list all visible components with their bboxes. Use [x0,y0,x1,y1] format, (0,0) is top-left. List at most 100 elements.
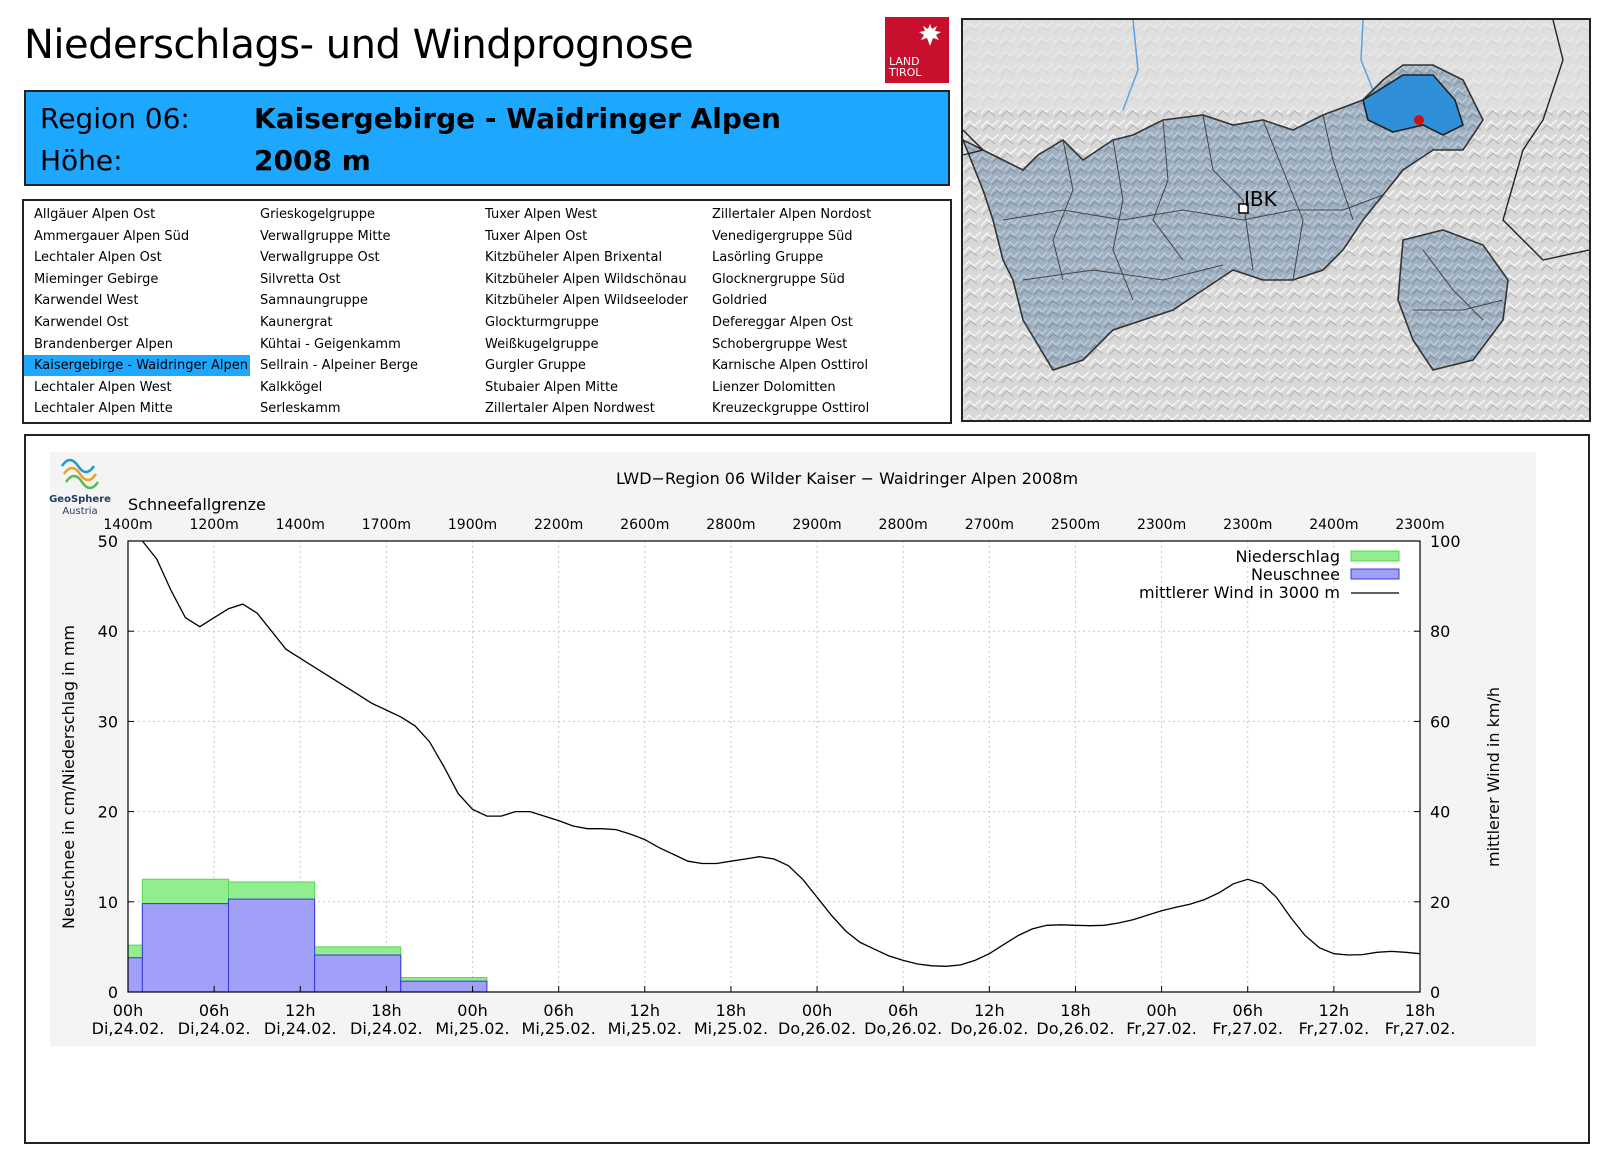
region-list-item[interactable]: Karwendel West [34,293,139,309]
x-tick-date: Di,24.02. [178,1019,251,1038]
region-list-item[interactable]: Tuxer Alpen Ost [485,228,588,244]
country-border-east [1502,20,1589,261]
selected-region-highlight[interactable] [1362,74,1464,136]
region-list-item[interactable]: Verwallgruppe Ost [260,250,380,266]
x-tick-time: 06h [1232,1001,1263,1020]
x-tick-time: 18h [1405,1001,1436,1020]
region-list-item[interactable]: Weißkugelgruppe [485,336,599,352]
snowline-labels: 1400m 1200m 1400m 1700m 1900m 2200m 2600m 2800m… [103,517,1444,533]
region-list-item[interactable]: Sellrain - Alpeiner Berge [260,358,418,374]
left-axis-label: Neuschnee in cm/Niederschlag in mm [59,625,78,929]
region-list-item[interactable]: Kaunergrat [260,315,333,330]
snowline-label: 1200m [189,517,238,533]
snowline-label: 2200m [534,517,583,533]
left-tick-label: 20 [98,803,118,822]
x-tick-date: Do,26.02. [1036,1019,1114,1038]
snowline-label: 2800m [879,517,928,533]
snowline-label: 1700m [362,517,411,533]
map-svg: IBK [963,20,1589,420]
x-tick-date: Fr,27.02. [1385,1019,1456,1038]
x-tick-time: 06h [543,1001,574,1020]
region-list-item[interactable]: Lechtaler Alpen Ost [34,250,162,266]
region-list-item[interactable]: Defereggar Alpen Ost [712,315,853,330]
wind-series-line [141,540,1421,967]
x-tick-time: 00h [802,1001,833,1020]
region-list-item[interactable]: Lechtaler Alpen Mitte [34,401,173,417]
x-tick-date: Do,26.02. [950,1019,1028,1038]
x-tick-time: 06h [888,1001,919,1020]
region-list-item[interactable]: Karwendel Ost [34,315,129,330]
chart-frame: GeoSphere Austria LWD−Region 06 Wilder K… [24,434,1590,1144]
legend-swatch [1350,568,1400,580]
snowline-title: Schneefallgrenze [128,495,266,514]
region-list-item[interactable]: Samnaungruppe [260,293,368,309]
region-list-item[interactable]: Kaisergebirge - Waidringer Alpen [24,355,250,377]
region-list-item[interactable]: Zillertaler Alpen Nordwest [485,401,655,417]
region-list-item[interactable]: Stubaier Alpen Mitte [485,379,619,395]
region-info-box: Region 06: Kaisergebirge - Waidringer Al… [24,90,950,186]
region-list-item[interactable]: Mieminger Gebirge [34,271,159,287]
region-list-item[interactable]: Silvretta Ost [260,271,341,287]
x-tick-time: 12h [285,1001,316,1020]
region-list-item[interactable]: Kühtai - Geigenkamm [260,336,401,352]
river-icon-2 [1360,20,1374,91]
region-list-item[interactable]: Glockturmgruppe [485,315,599,330]
height-value: 2008 m [254,144,371,177]
region-list-item[interactable]: Lasörling Gruppe [712,250,824,266]
region-list-item[interactable]: Allgäuer Alpen Ost [34,207,156,222]
region-list-item[interactable]: Schobergruppe West [712,336,848,352]
region-list-item[interactable]: Grieskogelgruppe [260,207,376,222]
region-list-item[interactable]: Tuxer Alpen West [485,207,598,222]
x-tick-date: Mi,25.02. [522,1019,596,1038]
right-tick-label: 80 [1430,622,1450,641]
legend-label: Neuschnee [1251,565,1340,584]
region-list-item[interactable]: Verwallgruppe Mitte [260,228,391,244]
height-label: Höhe: [40,144,123,177]
region-list-item[interactable]: Lienzer Dolomitten [712,379,836,395]
region-list-item[interactable]: Glocknergruppe Süd [712,271,845,287]
region-list: Allgäuer Alpen Ost Ammergauer Alpen Süd Le… [22,199,952,424]
geosphere-logo-line1: GeoSphere [49,494,111,505]
region-list-item[interactable]: Kitzbüheler Alpen Wildseeloder [485,293,688,309]
right-axis-ticks: 0 20 40 60 80 100 [1414,532,1461,1002]
region-list-item[interactable]: Kitzbüheler Alpen Wildschönau [485,271,687,287]
x-tick-time: 18h [1060,1001,1091,1020]
region-list-item[interactable]: Lechtaler Alpen West [34,379,172,395]
region-label: Region 06: [40,102,190,135]
legend-label: Niederschlag [1235,547,1340,566]
region-list-item[interactable]: Karnische Alpen Osttirol [712,358,869,374]
region-list-item[interactable]: Ammergauer Alpen Süd [34,228,190,244]
snowline-label: 2700m [965,517,1014,533]
x-tick-time: 12h [1319,1001,1350,1020]
x-tick-date: Fr,27.02. [1299,1019,1370,1038]
page-title: Niederschlags- und Windprognose [24,22,694,68]
eagle-icon [919,24,941,46]
left-tick-label: 0 [108,983,118,1002]
region-list-item[interactable]: Goldried [712,293,768,309]
x-tick-time: 06h [199,1001,230,1020]
region-list-item[interactable]: Gurgler Gruppe [485,358,586,374]
x-tick-date: Mi,25.02. [694,1019,768,1038]
x-tick-time: 00h [1146,1001,1177,1020]
geosphere-logo-line2: Austria [62,506,97,517]
left-tick-label: 10 [98,893,118,912]
region-list-item[interactable]: Kalkkögel [260,379,323,395]
neuschnee-bar [314,954,402,993]
x-tick-date: Di,24.02. [92,1019,165,1038]
neuschnee-bar [400,980,488,993]
region-list-item[interactable]: Kreuzeckgruppe Osttirol [712,401,870,417]
region-list-item[interactable]: Venedigergruppe Süd [712,228,853,244]
region-list-item[interactable]: Serleskamm [260,401,341,417]
left-tick-label: 40 [98,622,118,641]
logo-text-line2: TIROL [889,66,922,79]
region-list-item[interactable]: Zillertaler Alpen Nordost [712,207,872,222]
x-tick-time: 12h [974,1001,1005,1020]
snowline-label: 2600m [620,517,669,533]
x-tick-time: 18h [371,1001,402,1020]
region-list-item[interactable]: Brandenberger Alpen [34,336,174,352]
region-list-item[interactable]: Kitzbüheler Alpen Brixental [485,250,663,266]
legend-swatch [1350,550,1400,562]
neuschnee-bar [141,903,229,993]
region-borders [1002,114,1504,321]
